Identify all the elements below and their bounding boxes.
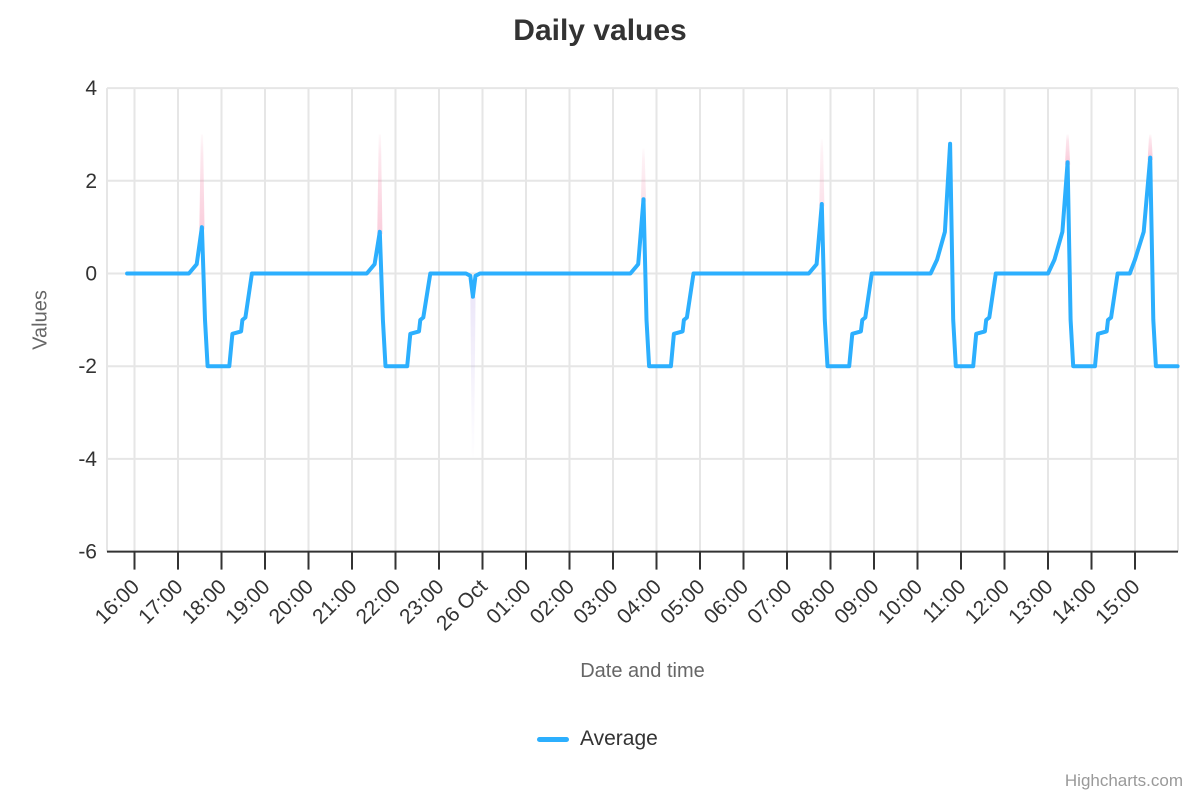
x-tick-label: 02:00 [526, 575, 579, 628]
x-tick-label: 07:00 [743, 575, 796, 628]
x-tick-label: 21:00 [308, 575, 361, 628]
purple-dip-band [470, 296, 476, 457]
x-tick-label: 19:00 [221, 575, 274, 628]
pink-spike-band [1147, 134, 1153, 160]
x-tick-label: 22:00 [352, 575, 405, 628]
x-tick-label: 05:00 [656, 575, 709, 628]
legend-line-marker [537, 736, 569, 742]
x-axis-title: Date and time [580, 660, 705, 682]
x-tick-label: 04:00 [613, 575, 666, 628]
legend-label: Average [580, 727, 658, 750]
y-tick-label: -2 [78, 355, 97, 378]
legend-item-average[interactable]: Average [537, 727, 658, 751]
x-tick-label: 03:00 [569, 575, 622, 628]
pink-spike-band [377, 134, 383, 235]
y-axis-title: Values [29, 290, 52, 350]
y-tick-label: -6 [78, 541, 97, 564]
y-tick-label: -4 [78, 448, 97, 471]
pink-spike-band [1064, 134, 1071, 165]
x-tick-label: 13:00 [1004, 575, 1057, 628]
x-tick-label: 18:00 [178, 575, 231, 628]
x-tick-label: 12:00 [961, 575, 1014, 628]
pink-spike-band [640, 148, 647, 202]
x-tick-label: 10:00 [874, 575, 927, 628]
highcharts-credits-link[interactable]: Highcharts.com [1064, 771, 1183, 790]
x-tick-label: 08:00 [787, 575, 840, 628]
x-tick-label: 17:00 [134, 575, 187, 628]
average-line-series [125, 141, 1180, 369]
y-tick-label: 2 [85, 170, 97, 193]
x-tick-label: 01:00 [482, 575, 535, 628]
x-tick-label: 14:00 [1048, 575, 1101, 628]
x-tick-label: 11:00 [918, 575, 970, 627]
x-tick-label: 15:00 [1091, 575, 1144, 628]
y-tick-label: 4 [85, 77, 97, 100]
x-tick-label: 16:00 [91, 575, 144, 628]
pink-spike-band [819, 139, 825, 207]
chart-title: Daily values [513, 14, 687, 47]
x-tick-label: 09:00 [830, 575, 883, 628]
pink-spike-band [199, 134, 205, 230]
y-tick-label: 0 [85, 263, 97, 286]
x-tick-label: 06:00 [700, 575, 753, 628]
x-tick-label: 20:00 [265, 575, 318, 628]
